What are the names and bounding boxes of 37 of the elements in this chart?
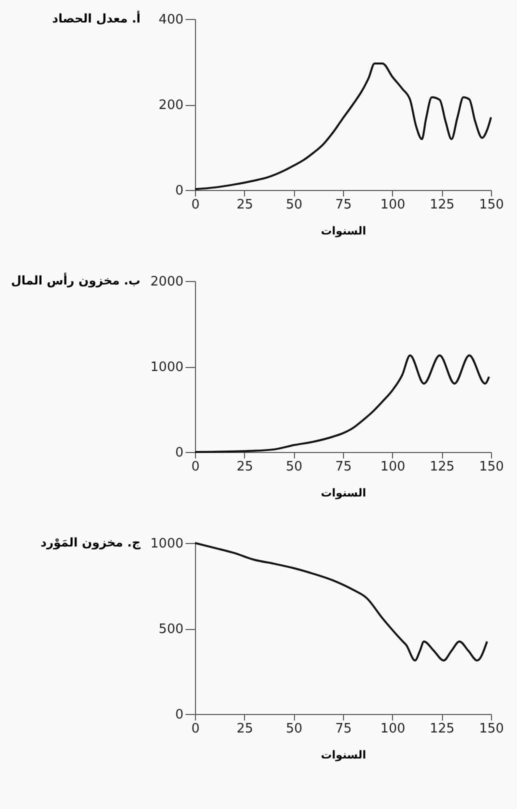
- x-tick-label: 150: [479, 460, 504, 474]
- x-tick-label: 100: [380, 198, 406, 212]
- x-tick-label: 25: [236, 198, 254, 212]
- line-series: [194, 542, 488, 662]
- x-tick-label: 75: [335, 722, 352, 736]
- y-tick-label: 0: [175, 446, 184, 460]
- x-tick-label: 125: [430, 722, 455, 736]
- x-axis-title: السنوات: [320, 748, 366, 762]
- x-tick-label: 100: [380, 722, 406, 736]
- x-axis-title: السنوات: [320, 224, 366, 238]
- y-axis-title: ج. مخزون المَوْرد: [40, 536, 141, 550]
- x-tick-label: 50: [286, 198, 302, 212]
- x-tick-label: 25: [236, 722, 254, 736]
- y-tick-label: 200: [158, 98, 184, 113]
- x-tick-label: 0: [191, 460, 200, 474]
- x-tick-label: 100: [380, 460, 406, 474]
- x-tick-label: 125: [430, 460, 455, 474]
- x-tick-label: 50: [286, 460, 302, 474]
- y-tick-label: 2000: [150, 274, 184, 290]
- y-tick-label: 1000: [150, 360, 184, 375]
- x-tick-label: 150: [479, 198, 504, 212]
- y-axis-title: أ. معدل الحصاد: [52, 10, 140, 26]
- x-tick-label: 0: [191, 722, 200, 736]
- y-axis-title: ب. مخزون رأس المال: [10, 272, 140, 288]
- y-tick-label: 400: [158, 12, 184, 28]
- x-tick-label: 150: [479, 722, 504, 736]
- x-axis-title: السنوات: [320, 486, 366, 500]
- x-tick-label: 75: [335, 198, 352, 212]
- x-tick-label: 50: [286, 722, 302, 736]
- y-tick-label: 0: [175, 708, 184, 722]
- x-tick-label: 25: [236, 460, 254, 474]
- x-tick-label: 0: [191, 198, 200, 212]
- y-tick-label: 0: [175, 184, 184, 198]
- x-tick-label: 125: [430, 198, 455, 212]
- x-tick-label: 75: [335, 460, 352, 474]
- y-tick-label: 500: [158, 622, 184, 637]
- y-tick-label: 1000: [150, 536, 184, 552]
